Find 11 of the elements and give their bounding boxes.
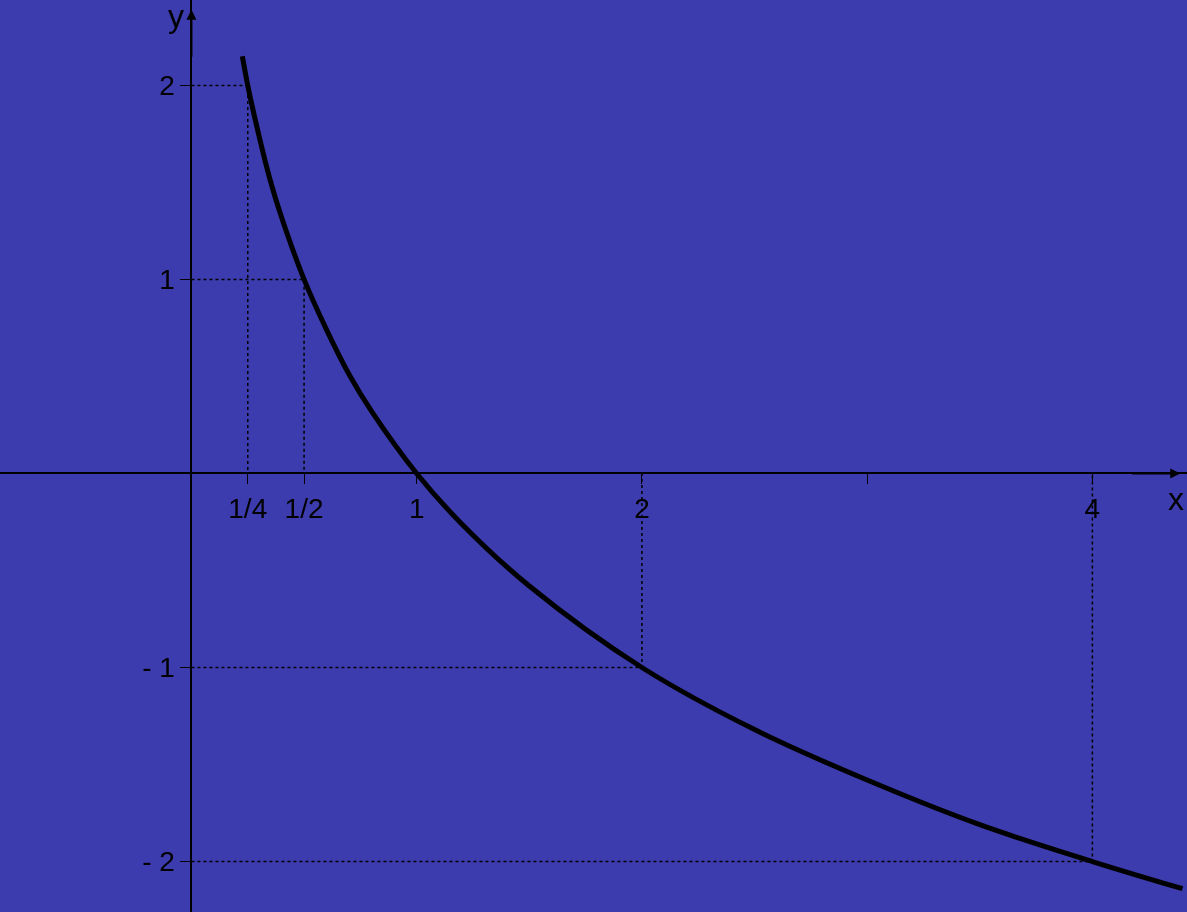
x-tick-label: 1/4 [228,493,268,525]
y-tick-label: 1 [159,264,175,296]
x-axis-title: x [1168,481,1184,517]
y-axis-title: y [168,0,184,34]
x-tick-label: 1 [408,493,425,525]
y-tick-label: - 1 [142,652,175,684]
x-tick-label: 2 [634,493,650,525]
y-tick-label: 2 [159,70,175,102]
x-tick-label: 1/2 [284,493,324,525]
x-tick-label: 4 [1084,493,1101,525]
y-tick-label: - 2 [142,846,175,878]
